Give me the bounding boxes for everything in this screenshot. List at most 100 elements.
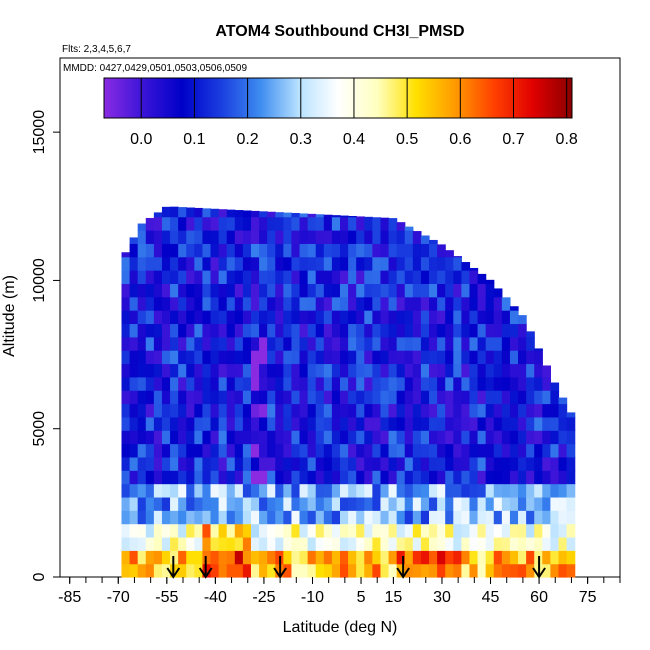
heatmap-cell	[234, 230, 244, 244]
heatmap-cell	[170, 336, 179, 351]
heatmap-cell	[429, 350, 438, 365]
x-axis-tick-label: -70	[107, 589, 130, 606]
heatmap-cell	[129, 243, 139, 258]
heatmap-cell	[299, 270, 309, 284]
heatmap-cell	[453, 430, 462, 445]
heatmap-cell	[137, 376, 147, 391]
heatmap-cell	[234, 443, 244, 458]
heatmap-cell	[340, 403, 349, 418]
heatmap-cell	[372, 283, 382, 298]
heatmap-cell	[453, 536, 462, 551]
heatmap-cell	[348, 496, 357, 511]
heatmap-cell	[226, 296, 236, 311]
heatmap-cell	[283, 243, 293, 258]
heatmap-cell	[485, 376, 495, 391]
heatmap-cell	[178, 296, 187, 311]
heatmap-cell	[137, 283, 147, 298]
heatmap-cell	[218, 310, 228, 325]
heatmap-cell	[420, 430, 430, 445]
heatmap-cell	[445, 470, 454, 485]
heatmap-cell	[161, 550, 171, 565]
heatmap-cell	[299, 403, 309, 418]
heatmap-cell	[380, 416, 390, 431]
heatmap-cell	[170, 550, 179, 565]
heatmap-cell	[226, 209, 236, 218]
heatmap-cell	[218, 336, 228, 351]
heatmap-cell	[396, 350, 406, 365]
heatmap-cell	[396, 483, 406, 498]
heatmap-cell	[469, 510, 479, 525]
heatmap-cell	[275, 323, 284, 338]
heatmap-cell	[145, 443, 155, 458]
heatmap-cell	[283, 536, 293, 551]
heatmap-cell	[331, 470, 341, 485]
heatmap-cell	[267, 443, 276, 458]
heatmap-cell	[170, 363, 179, 378]
heatmap-cell	[469, 267, 479, 271]
heatmap-cell	[161, 270, 171, 284]
heatmap-cell	[186, 376, 195, 391]
heatmap-cell	[161, 563, 171, 578]
heatmap-cell	[372, 390, 382, 405]
heatmap-cell	[485, 279, 495, 284]
heatmap-cell	[501, 430, 511, 445]
heatmap-cell	[356, 216, 365, 231]
heatmap-cell	[550, 403, 560, 418]
heatmap-cell	[364, 523, 373, 538]
heatmap-cell	[364, 470, 373, 485]
heatmap-cell	[283, 563, 293, 578]
heatmap-cell	[412, 483, 422, 498]
heatmap-cell	[364, 216, 373, 231]
heatmap-cell	[315, 510, 325, 525]
heatmap-cell	[331, 336, 341, 351]
heatmap-cell	[477, 403, 487, 418]
heatmap-cell	[429, 390, 438, 405]
heatmap-cell	[210, 510, 220, 525]
heatmap-cell	[380, 470, 390, 485]
heatmap-cell	[331, 536, 341, 551]
heatmap-cell	[485, 496, 495, 511]
heatmap-cell	[315, 496, 325, 511]
heatmap-cell	[291, 216, 301, 231]
heatmap-cell	[250, 210, 260, 218]
heatmap-cell	[234, 350, 244, 365]
heatmap-cell	[501, 510, 511, 525]
heatmap-cell	[170, 416, 179, 431]
heatmap-cell	[283, 443, 293, 458]
heatmap-cell	[218, 216, 228, 231]
heatmap-cell	[485, 430, 495, 445]
heatmap-cell	[550, 536, 560, 551]
heatmap-cell	[186, 216, 195, 231]
heatmap-cell	[226, 483, 236, 498]
heatmap-cell	[469, 430, 479, 445]
heatmap-cell	[420, 523, 430, 538]
heatmap-cell	[194, 363, 204, 378]
heatmap-cell	[202, 336, 212, 351]
heatmap-cell	[396, 336, 406, 351]
heatmap-cell	[420, 235, 430, 244]
heatmap-cell	[453, 323, 462, 338]
heatmap-cell	[388, 523, 398, 538]
heatmap-cell	[323, 523, 333, 538]
heatmap-cell	[477, 550, 487, 565]
heatmap-cell	[226, 536, 236, 551]
heatmap-cell	[380, 230, 390, 244]
heatmap-cell	[396, 376, 406, 391]
heatmap-cell	[340, 216, 349, 231]
heatmap-cell	[477, 470, 487, 485]
heatmap-cell	[234, 550, 244, 565]
heatmap-cell	[518, 336, 527, 351]
heatmap-cell	[445, 443, 454, 458]
heatmap-cell	[250, 470, 260, 485]
heatmap-cell	[250, 523, 260, 538]
heatmap-cell	[323, 456, 333, 471]
heatmap-cell	[396, 470, 406, 485]
heatmap-cell	[412, 403, 422, 418]
heatmap-cell	[210, 323, 220, 338]
heatmap-cell	[412, 563, 422, 578]
heatmap-cell	[299, 456, 309, 471]
heatmap-cell	[275, 456, 284, 471]
heatmap-cell	[509, 416, 519, 431]
heatmap-cell	[509, 430, 519, 445]
heatmap-cell	[453, 283, 462, 298]
